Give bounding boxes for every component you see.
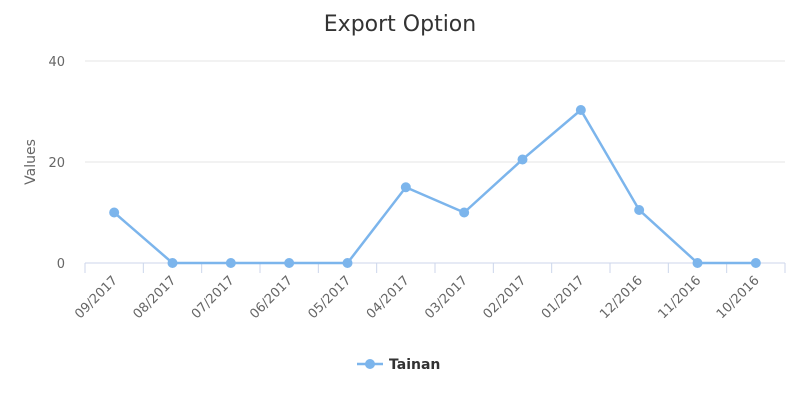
data-point[interactable]: [342, 258, 353, 268]
grid-lines: [85, 60, 785, 264]
y-tick-label: 0: [57, 257, 65, 272]
data-point[interactable]: [167, 258, 178, 268]
data-point[interactable]: [459, 207, 470, 218]
legend-series-marker: [365, 359, 375, 369]
series-group: [109, 104, 761, 268]
data-point[interactable]: [284, 258, 295, 268]
y-tick-label: 20: [48, 156, 65, 171]
data-point[interactable]: [575, 104, 586, 115]
data-point[interactable]: [750, 258, 761, 268]
chart-title: Export Option: [324, 12, 476, 37]
legend-series-label[interactable]: Tainan: [389, 357, 440, 373]
data-point[interactable]: [109, 207, 120, 218]
legend[interactable]: Tainan: [357, 357, 440, 373]
x-tick-label: 08/2017: [131, 273, 180, 322]
x-tick-label: 01/2017: [539, 273, 588, 322]
y-tick-label: 40: [48, 55, 65, 70]
series-line: [112, 108, 758, 265]
data-point[interactable]: [225, 258, 236, 268]
x-axis: 09/2017 08/2017 07/2017 06/2017 05/2017 04/20…: [72, 263, 786, 322]
data-point[interactable]: [634, 204, 645, 215]
x-tick-label: 02/2017: [481, 273, 530, 322]
data-point[interactable]: [517, 154, 528, 165]
y-axis-label: Values: [23, 139, 39, 185]
x-tick-label: 04/2017: [364, 273, 413, 322]
x-tick-label: 10/2016: [714, 273, 763, 322]
data-point[interactable]: [692, 258, 703, 268]
x-tick-label: 09/2017: [72, 273, 121, 322]
x-tick-label: 05/2017: [306, 273, 355, 322]
x-tick-label: 11/2016: [656, 273, 705, 322]
x-tick-label: 12/2016: [597, 273, 646, 322]
y-axis-ticks: 0 20 40: [48, 55, 65, 272]
x-tick-label: 06/2017: [247, 273, 296, 322]
data-point[interactable]: [400, 182, 411, 193]
x-tick-label: 03/2017: [422, 273, 471, 322]
x-tick-label: 07/2017: [189, 273, 238, 322]
